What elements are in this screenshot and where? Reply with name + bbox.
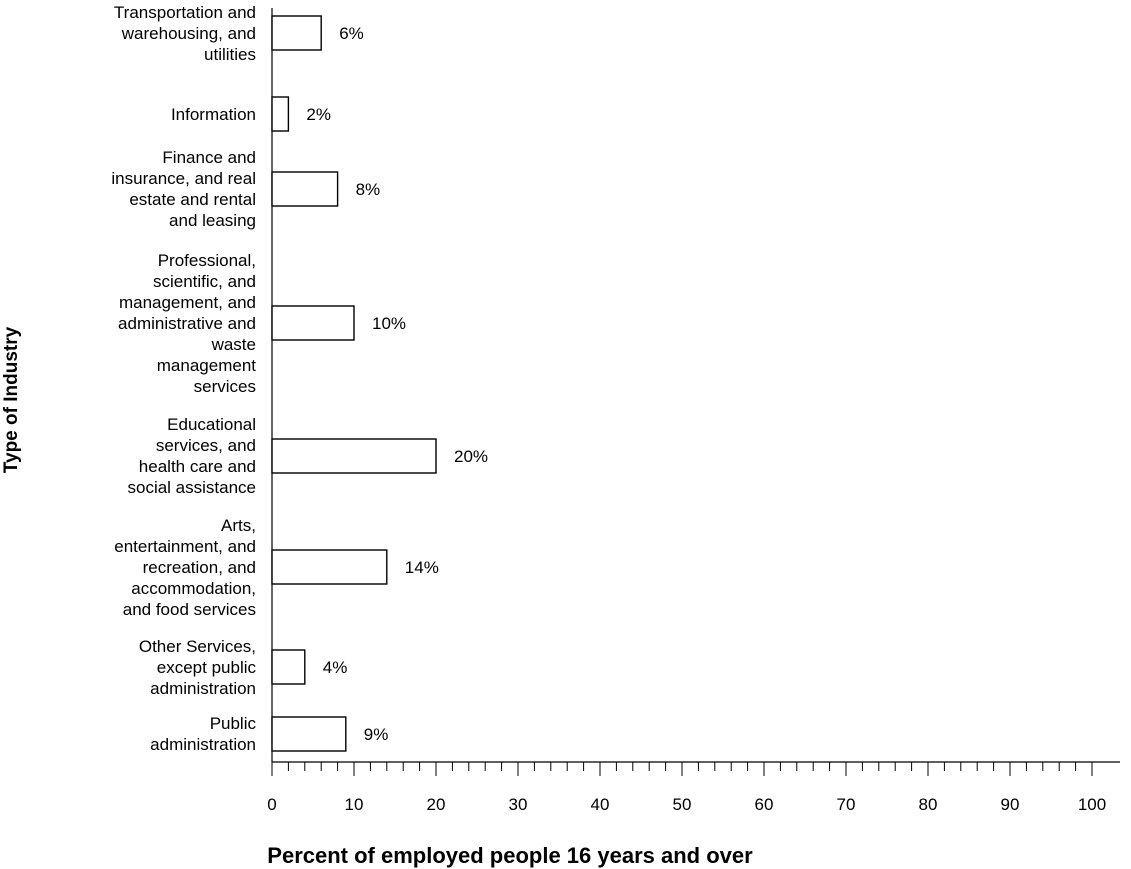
bar: [271, 649, 306, 685]
bar-value-label: 9%: [364, 725, 389, 744]
x-tick-label: 40: [591, 795, 610, 814]
x-tick-label: 50: [673, 795, 692, 814]
category-label: Finance and insurance, and real estate a…: [111, 148, 256, 230]
bar: [271, 171, 339, 207]
category-label: Professional, scientific, and management…: [118, 250, 256, 396]
bar-value-label: 10%: [372, 314, 406, 333]
x-tick-label: 70: [837, 795, 856, 814]
bar-value-label: 4%: [323, 658, 348, 677]
bar-value-label: 8%: [356, 180, 381, 199]
x-tick-label: 20: [427, 795, 446, 814]
category-label: Transportation and warehousing, and util…: [113, 2, 256, 64]
category-label: Public administration: [150, 714, 256, 754]
bar-value-label: 6%: [339, 24, 364, 43]
bar: [271, 716, 347, 752]
x-axis-title: Percent of employed people 16 years and …: [267, 843, 753, 868]
x-tick-label: 0: [267, 795, 276, 814]
bar: [271, 438, 437, 474]
x-tick-label: 90: [1001, 795, 1020, 814]
x-tick-label: 10: [345, 795, 364, 814]
x-tick-label: 80: [919, 795, 938, 814]
category-label: Arts, entertainment, and recreation, and…: [114, 515, 256, 619]
x-tick-label: 100: [1078, 795, 1106, 814]
bar: [271, 305, 355, 341]
bar: [271, 96, 290, 132]
bar: [271, 15, 322, 51]
x-tick-label: 60: [755, 795, 774, 814]
category-label: Educational services, and health care an…: [127, 415, 256, 497]
x-tick-label: 30: [509, 795, 528, 814]
category-label: Information: [170, 104, 256, 124]
bar-value-label: 14%: [405, 558, 439, 577]
bar-value-label: 2%: [306, 105, 331, 124]
category-label: Other Services, except public administra…: [138, 636, 256, 698]
bar-value-label: 20%: [454, 447, 488, 466]
bar: [271, 549, 388, 585]
